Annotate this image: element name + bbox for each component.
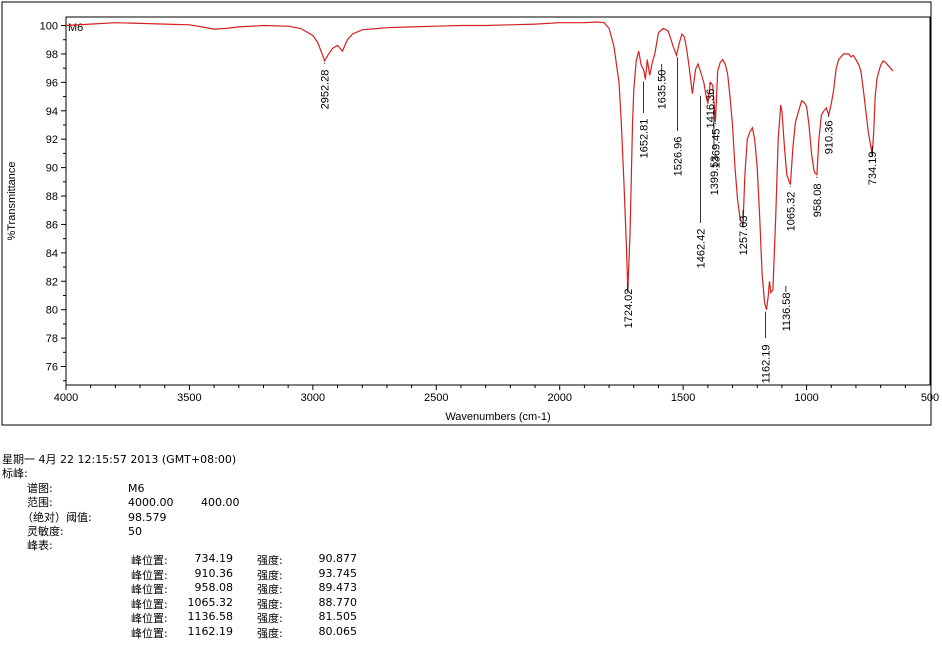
peak-position-value: 1162.19 xyxy=(187,624,234,638)
peak-position-value: 1065.32 xyxy=(187,595,234,609)
peak-position-label: 峰位置: xyxy=(131,568,168,582)
peak-label: 1462.42 xyxy=(695,229,707,269)
intensity-value: 90.877 xyxy=(318,552,358,565)
peak-table-row: 峰位置: 1136.58 强度: 81.505 xyxy=(0,610,942,625)
peak-label: 1724.02 xyxy=(623,289,635,329)
intensity-value: 93.745 xyxy=(318,566,358,580)
peak-label: 1652.81 xyxy=(638,119,650,159)
intensity-label: 强度: xyxy=(257,583,283,596)
x-tick-label: 3500 xyxy=(177,392,201,404)
intensity-label: 强度: xyxy=(257,568,283,582)
x-tick-label: 1000 xyxy=(794,392,818,404)
range-start: 4000.00 xyxy=(128,496,174,509)
peak-label: 910.36 xyxy=(824,121,836,155)
peak-position-label: 峰位置: xyxy=(131,626,168,640)
peak-label: 2952.28 xyxy=(320,70,332,110)
peak-table-label: 峰表: xyxy=(27,539,53,552)
y-axis-title: %Transmittance xyxy=(6,161,18,240)
y-tick-label: 84 xyxy=(46,248,58,260)
peak-position-value: 734.19 xyxy=(194,552,234,565)
spectrum-value: M6 xyxy=(128,482,145,495)
x-axis-ticks: 4000 3500 3000 2500 2000 1500 1000 500 xyxy=(54,385,939,404)
ir-spectrum-chart: M6 Wavenumbers (cm-1) %Transmittance 400… xyxy=(1,1,939,426)
peak-label: 1257.63 xyxy=(738,216,750,256)
y-tick-label: 86 xyxy=(46,219,58,231)
intensity-label: 强度: xyxy=(257,597,283,611)
peak-position-value: 910.36 xyxy=(194,566,234,580)
threshold-value: 98.579 xyxy=(128,511,167,524)
y-tick-label: 92 xyxy=(46,134,58,146)
peak-label: 1136.58 xyxy=(781,292,793,331)
peak-table-row: 峰位置: 734.19 强度: 90.877 xyxy=(0,552,942,567)
intensity-label: 强度: xyxy=(257,626,283,640)
peak-label: 958.08 xyxy=(812,184,824,218)
range-end: 400.00 xyxy=(201,496,240,509)
peak-label: 1635.50 xyxy=(657,70,669,110)
intensity-value: 81.505 xyxy=(318,610,358,623)
report-timestamp: 星期一 4月 22 12:15:57 2013 (GMT+08:00) xyxy=(2,453,237,466)
x-tick-label: 500 xyxy=(921,392,939,404)
spectrum-label: 谱图: xyxy=(27,482,53,495)
y-tick-label: 100 xyxy=(40,21,58,33)
x-tick-label: 4000 xyxy=(54,392,78,404)
intensity-label: 强度: xyxy=(257,612,283,625)
peak-annotations: 2952.28 1724.02 1652.81 1635.50 1526.96 1462.… xyxy=(320,57,879,383)
peak-position-label: 峰位置: xyxy=(131,554,168,567)
intensity-value: 88.770 xyxy=(318,595,358,609)
peak-position-label: 峰位置: xyxy=(131,612,168,625)
peak-label: 1399.53 xyxy=(709,156,721,196)
spectrum-line xyxy=(65,21,894,310)
y-axis-ticks: 76 78 80 82 84 86 88 90 92 94 96 98 100 xyxy=(40,21,66,382)
plot-frame xyxy=(1,1,932,426)
x-axis-title: Wavenumbers (cm-1) xyxy=(445,411,550,423)
y-tick-label: 76 xyxy=(46,362,58,374)
peak-label: 1369.45 xyxy=(710,129,722,169)
peak-label: 1162.19 xyxy=(761,344,773,383)
sample-label: M6 xyxy=(68,22,83,34)
x-tick-label: 2500 xyxy=(424,392,448,404)
y-tick-label: 94 xyxy=(46,106,58,118)
peak-position-value: 958.08 xyxy=(194,581,234,594)
y-tick-label: 90 xyxy=(46,163,58,175)
peak-table-row: 峰位置: 910.36 强度: 93.745 xyxy=(0,566,942,582)
x-tick-label: 3000 xyxy=(301,392,325,404)
peak-position-label: 峰位置: xyxy=(131,597,168,611)
y-tick-label: 96 xyxy=(46,77,58,89)
y-tick-label: 80 xyxy=(46,305,58,317)
intensity-value: 80.065 xyxy=(318,624,358,638)
y-tick-label: 82 xyxy=(46,276,58,288)
intensity-label: 强度: xyxy=(257,554,283,567)
sensitivity-value: 50 xyxy=(128,525,142,538)
peak-table-row: 峰位置: 1162.19 强度: 80.065 xyxy=(0,624,942,640)
peak-position-label: 峰位置: xyxy=(131,583,168,596)
report-header: 标峰: xyxy=(2,467,28,480)
peak-table-row: 峰位置: 958.08 强度: 89.473 xyxy=(0,581,942,596)
y-tick-label: 78 xyxy=(46,333,58,345)
peak-table-row: 峰位置: 1065.32 强度: 88.770 xyxy=(0,595,942,611)
peak-label: 1416.36 xyxy=(705,89,717,129)
x-tick-label: 1500 xyxy=(671,392,695,404)
peak-label: 1065.32 xyxy=(785,192,797,232)
y-tick-label: 98 xyxy=(46,49,58,61)
range-label: 范围: xyxy=(27,496,53,509)
x-tick-label: 2000 xyxy=(547,392,571,404)
peak-label: 1526.96 xyxy=(672,137,684,177)
threshold-label: （绝对）阈值: xyxy=(22,511,92,524)
sensitivity-label: 灵敏度: xyxy=(27,525,64,538)
y-tick-label: 88 xyxy=(46,191,58,203)
peak-position-value: 1136.58 xyxy=(187,610,234,623)
intensity-value: 89.473 xyxy=(318,581,358,594)
plot-area xyxy=(65,16,931,386)
peak-label: 734.19 xyxy=(867,152,879,186)
